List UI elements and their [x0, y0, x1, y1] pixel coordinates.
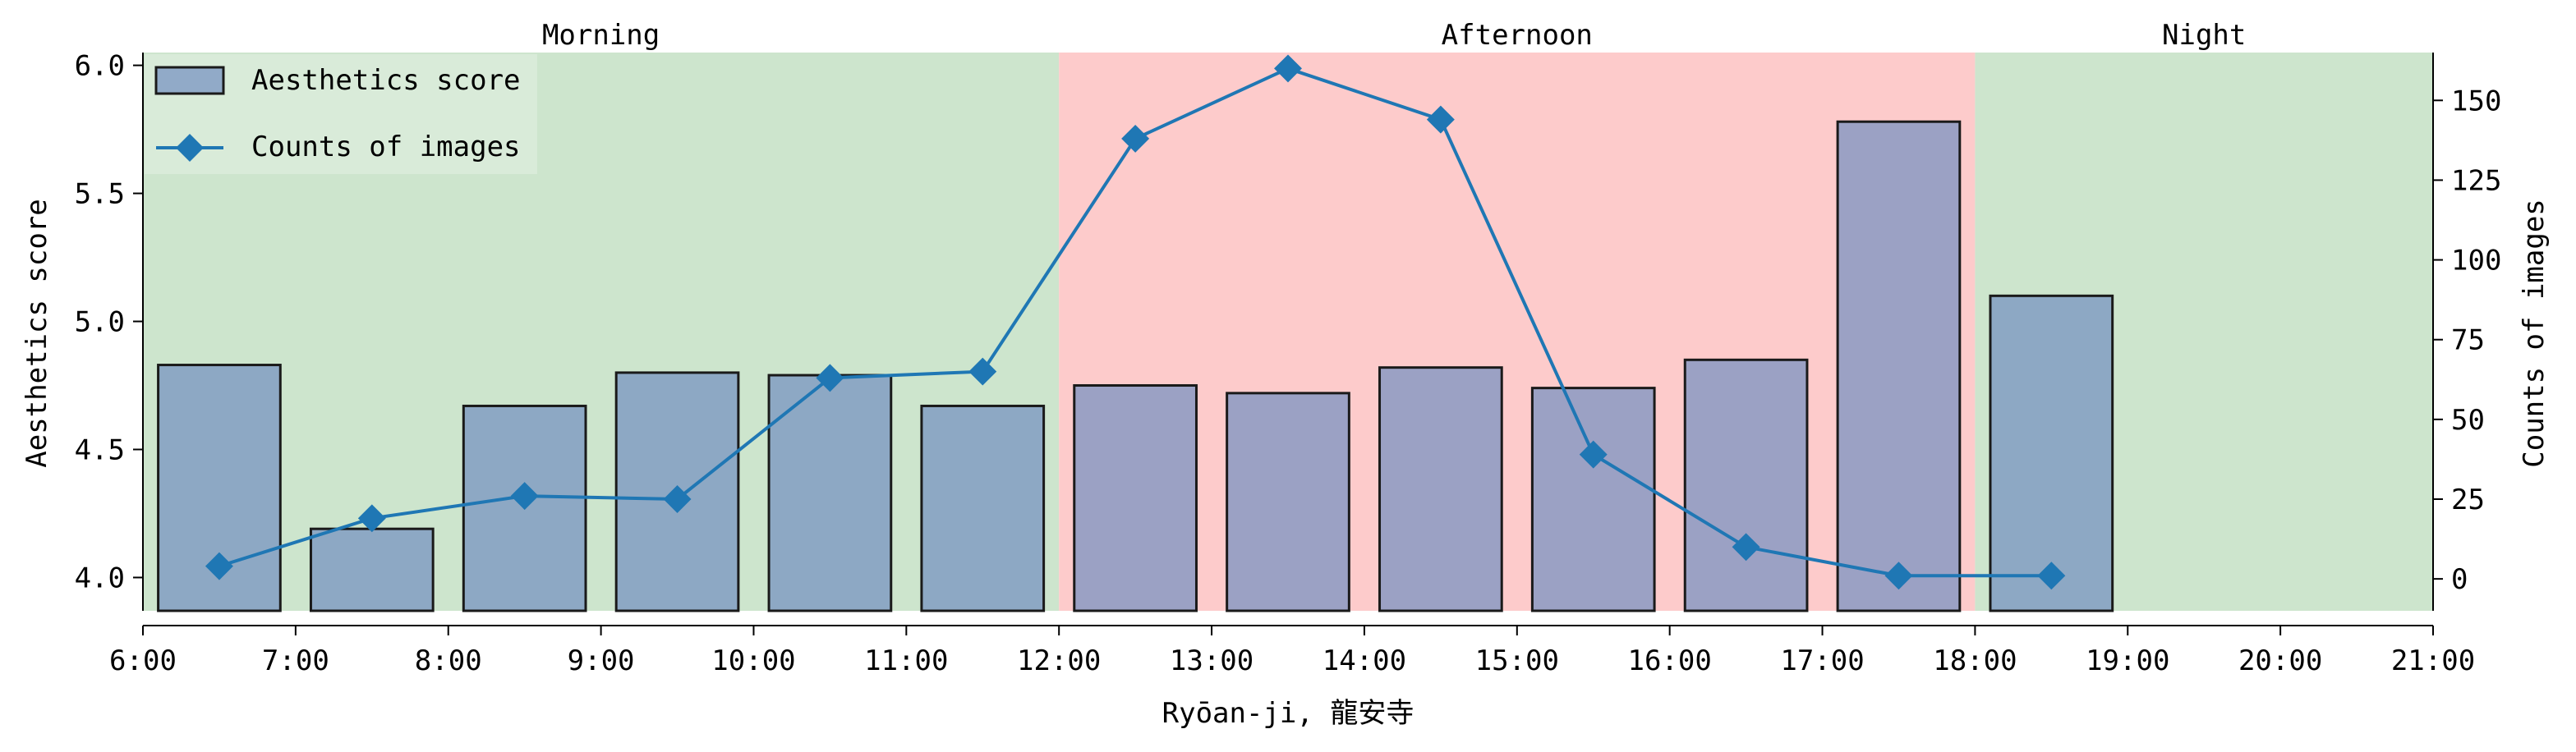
legend-bar-swatch [154, 66, 225, 95]
x-tick-label: 11:00 [864, 644, 948, 677]
counts-marker [510, 482, 539, 511]
aesthetics-bar [1836, 120, 1962, 612]
left-y-tick-label: 4.5 [75, 433, 125, 466]
axes [142, 53, 2434, 626]
x-tick-label: 17:00 [1780, 644, 1864, 677]
period-label-morning: Morning [542, 19, 660, 52]
legend-label-aesthetics: Aesthetics score [251, 64, 521, 97]
counts-marker [1579, 440, 1608, 469]
x-tick-label: 19:00 [2086, 644, 2169, 677]
x-tick-label: 13:00 [1170, 644, 1254, 677]
period-bands [143, 53, 2433, 611]
left-y-tick-label: 5.5 [75, 178, 125, 211]
left-y-tick-label: 6.0 [75, 50, 125, 83]
counts-marker [816, 364, 844, 392]
counts-marker [1426, 105, 1455, 134]
aesthetics-bar [1378, 366, 1503, 612]
right-y-tick-label: 50 [2451, 404, 2485, 437]
x-tick-label: 16:00 [1627, 644, 1711, 677]
x-tick-label: 6:00 [109, 644, 177, 677]
aesthetics-bars [157, 120, 2114, 612]
right-y-tick-label: 75 [2451, 324, 2485, 357]
counts-marker [205, 552, 233, 580]
left-y-tick-label: 4.0 [75, 562, 125, 594]
x-tick-label: 7:00 [262, 644, 329, 677]
right-y-tick-label: 25 [2451, 484, 2485, 516]
counts-marker [1121, 124, 1150, 153]
counts-marker [663, 485, 692, 513]
x-tick-label: 12:00 [1017, 644, 1101, 677]
x-tick-label: 14:00 [1322, 644, 1406, 677]
left-y-axis-ticks: 4.0 4.5 5.0 5.5 6.0 [75, 50, 143, 594]
aesthetics-bar [767, 374, 893, 612]
counts-marker [968, 357, 997, 386]
x-tick-label: 20:00 [2238, 644, 2322, 677]
aesthetics-bar [1073, 384, 1198, 612]
right-y-tick-label: 0 [2451, 563, 2468, 596]
left-y-axis-title: Aesthetics score [21, 199, 53, 468]
legend-label-counts: Counts of images [251, 131, 521, 163]
aesthetics-bar [1683, 358, 1809, 612]
legend: Aesthetics score Counts of images [145, 54, 537, 174]
right-y-axis-ticks: 0 25 50 75 100 125 150 [2433, 85, 2501, 596]
period-band-morning [143, 53, 1060, 611]
x-axis-title: Ryōan-ji, 龍安寺 [1162, 697, 1414, 730]
period-band-afternoon [1059, 53, 1976, 611]
right-y-tick-label: 125 [2451, 164, 2501, 197]
period-label-night: Night [2162, 19, 2246, 52]
period-label-afternoon: Afternoon [1442, 19, 1593, 52]
counts-marker [1274, 54, 1302, 83]
aesthetics-bar [309, 527, 435, 612]
right-y-tick-label: 150 [2451, 85, 2501, 117]
x-tick-label: 18:00 [1933, 644, 2017, 677]
x-tick-label: 9:00 [568, 644, 635, 677]
aesthetics-bar [1226, 392, 1350, 612]
x-tick-label: 10:00 [711, 644, 795, 677]
x-axis-ticks: 6:00 7:00 8:00 9:00 10:00 11:00 12:00 13:00 14:0… [109, 626, 2475, 677]
x-tick-label: 15:00 [1475, 644, 1559, 677]
legend-diamond-icon [176, 134, 204, 162]
right-y-tick-label: 100 [2451, 245, 2501, 277]
x-tick-label: 8:00 [415, 644, 482, 677]
left-y-tick-label: 5.0 [75, 306, 125, 339]
aesthetics-bar [1530, 387, 1656, 612]
aesthetics-bar [920, 404, 1046, 612]
counts-marker [357, 504, 386, 533]
period-labels: Morning Afternoon Night [542, 19, 2246, 52]
aesthetics-bar [1989, 294, 2114, 612]
x-tick-label: 21:00 [2391, 644, 2475, 677]
right-y-axis-title: Counts of images [2518, 199, 2551, 468]
